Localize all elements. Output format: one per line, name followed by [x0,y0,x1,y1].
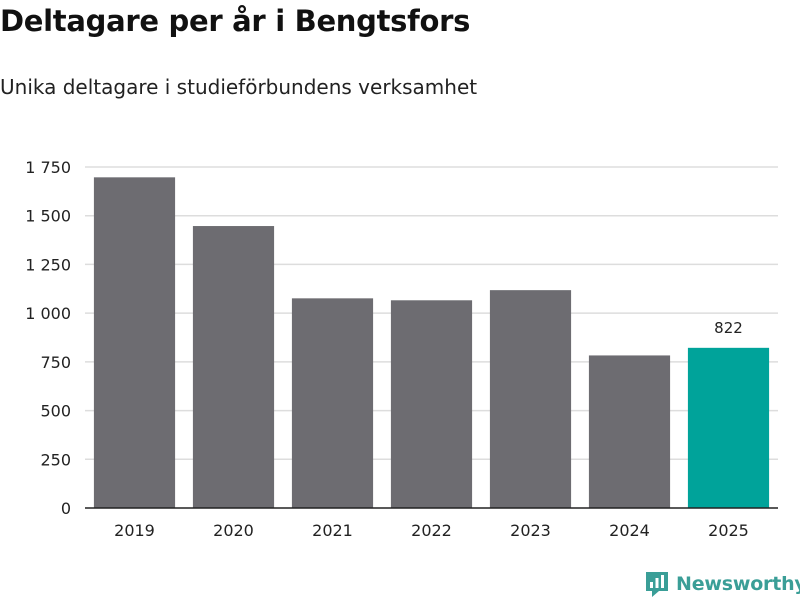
data-label: 822 [714,319,743,337]
chart-title: Deltagare per år i Bengtsfors [0,4,471,38]
bar-2022 [390,300,473,508]
chart-subtitle: Unika deltagare i studieförbundens verks… [0,75,478,99]
newsworthy-logo-icon [646,572,668,597]
y-tick-label: 0 [61,499,71,518]
bar-2020 [192,226,275,508]
newsworthy-logo-text: Newsworthy [676,573,800,595]
x-tick-label: 2025 [708,521,749,540]
y-tick-label: 500 [40,402,71,421]
x-tick-label: 2024 [609,521,650,540]
y-tick-label: 1 500 [25,207,71,226]
y-tick-label: 1 750 [25,158,71,177]
x-tick-label: 2023 [510,521,551,540]
x-tick-label: 2020 [213,521,254,540]
y-tick-label: 750 [40,353,71,372]
y-tick-label: 250 [40,450,71,469]
x-tick-label: 2021 [312,521,353,540]
y-tick-label: 1 250 [25,255,71,274]
bar-2024 [588,355,671,508]
newsworthy-logo: Newsworthy [644,570,800,598]
bar-2023 [489,290,572,508]
y-tick-label: 1 000 [25,304,71,323]
bar-2019 [93,177,176,508]
x-tick-label: 2019 [114,521,155,540]
bar-2021 [291,298,374,508]
x-tick-label: 2022 [411,521,452,540]
bar-2025 [687,347,770,508]
